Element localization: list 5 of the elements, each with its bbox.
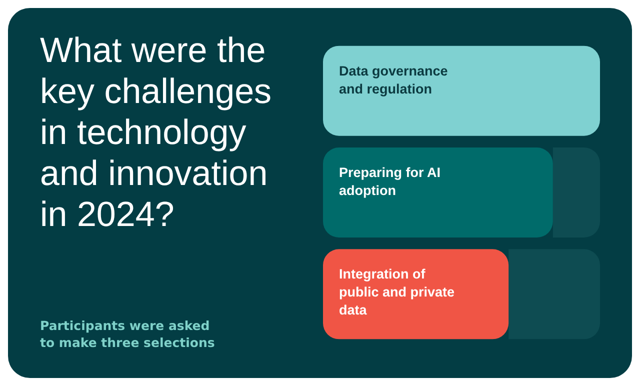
y-tick-label: Integration of public and private data [339,266,458,318]
y-tick-label: Data governance and regulation [339,63,452,96]
text: What were the key challenges in technology and innovation in 2024? [40,30,273,235]
y-tick-label: Preparing for AI adoption [339,165,444,198]
text: Participants were asked to make three selections [40,317,215,351]
